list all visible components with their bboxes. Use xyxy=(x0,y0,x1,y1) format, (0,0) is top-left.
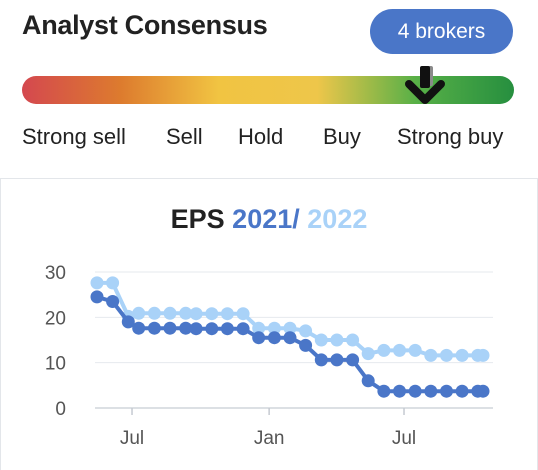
data-point-2021 xyxy=(106,295,120,308)
data-point-2022 xyxy=(476,348,490,362)
data-point-2022 xyxy=(314,333,328,347)
x-tick-label: Jul xyxy=(392,428,416,449)
data-point-2022 xyxy=(252,321,266,335)
arrow-down-icon xyxy=(405,64,446,106)
data-point-2022 xyxy=(220,307,234,321)
x-tick-label: Jul xyxy=(120,428,144,449)
x-tick-label: Jan xyxy=(254,428,285,449)
data-point-2021 xyxy=(424,384,438,398)
data-point-2022 xyxy=(106,276,120,290)
data-point-2022 xyxy=(361,347,375,361)
data-point-2021 xyxy=(267,331,281,345)
panel-border-left xyxy=(0,178,1,470)
data-point-2021 xyxy=(179,321,193,335)
y-tick-label: 0 xyxy=(55,399,66,420)
data-point-2021 xyxy=(408,384,422,398)
data-point-2022 xyxy=(408,343,422,357)
data-point-2022 xyxy=(455,348,469,362)
analyst-consensus-panel: Analyst Consensus 4 brokers Strong sell … xyxy=(0,0,538,178)
rating-scale-labels: Strong sell Sell Hold Buy Strong buy xyxy=(22,124,514,154)
data-point-2022 xyxy=(132,306,146,320)
data-point-2022 xyxy=(179,306,193,320)
data-point-2021 xyxy=(283,331,297,345)
rating-label-strong-sell: Strong sell xyxy=(22,124,126,149)
data-point-2022 xyxy=(90,276,104,290)
eps-year-2022[interactable]: 2022 xyxy=(307,204,368,234)
data-point-2021 xyxy=(163,321,177,335)
data-point-2022 xyxy=(346,333,360,347)
data-point-2021 xyxy=(299,338,313,352)
data-point-2021 xyxy=(252,331,266,345)
data-point-2022 xyxy=(205,307,219,321)
data-point-2022 xyxy=(330,333,344,347)
data-point-2022 xyxy=(147,306,161,320)
data-point-2022 xyxy=(440,348,453,362)
data-point-2022 xyxy=(267,321,281,335)
data-point-2021 xyxy=(147,321,161,335)
data-point-2021 xyxy=(121,315,135,329)
eps-separator: / xyxy=(292,204,300,234)
data-point-2021 xyxy=(205,322,219,336)
rating-label-buy: Buy xyxy=(323,124,361,149)
data-point-2022 xyxy=(393,343,406,357)
y-tick-label: 30 xyxy=(45,263,66,284)
data-point-2021 xyxy=(314,353,328,367)
data-point-2021 xyxy=(220,322,234,336)
data-point-2021 xyxy=(330,353,344,367)
data-point-2021 xyxy=(476,384,490,398)
rating-label-sell: Sell xyxy=(166,124,203,149)
data-point-2021 xyxy=(361,374,375,388)
data-point-2021 xyxy=(189,322,203,336)
data-point-2022 xyxy=(189,307,203,321)
data-point-2022 xyxy=(236,307,250,321)
data-point-2021 xyxy=(132,321,146,335)
eps-year-2021[interactable]: 2021 xyxy=(232,204,293,234)
eps-chart-title: EPS 2021/ 2022 xyxy=(0,204,538,235)
data-point-2022 xyxy=(299,324,313,338)
consensus-title: Analyst Consensus xyxy=(22,10,268,40)
y-tick-label: 10 xyxy=(45,354,66,375)
brokers-count-button[interactable]: 4 brokers xyxy=(370,9,513,54)
rating-label-hold: Hold xyxy=(238,124,284,149)
data-point-2021 xyxy=(377,384,391,398)
data-point-2021 xyxy=(346,353,360,367)
section-divider xyxy=(0,178,538,179)
data-point-2021 xyxy=(455,384,469,398)
data-point-2021 xyxy=(393,384,406,398)
data-point-2022 xyxy=(424,348,438,362)
data-point-2022 xyxy=(163,306,177,320)
data-point-2021 xyxy=(440,384,453,398)
y-tick-label: 20 xyxy=(45,308,66,329)
eps-label: EPS xyxy=(170,204,225,234)
data-point-2022 xyxy=(377,343,391,357)
data-point-2021 xyxy=(236,322,250,336)
data-point-2021 xyxy=(90,290,104,304)
eps-line-chart: 0 10 20 30 Jul Jan Jul xyxy=(45,263,493,449)
data-point-2022 xyxy=(283,321,297,335)
rating-label-strong-buy: Strong buy xyxy=(397,124,504,149)
